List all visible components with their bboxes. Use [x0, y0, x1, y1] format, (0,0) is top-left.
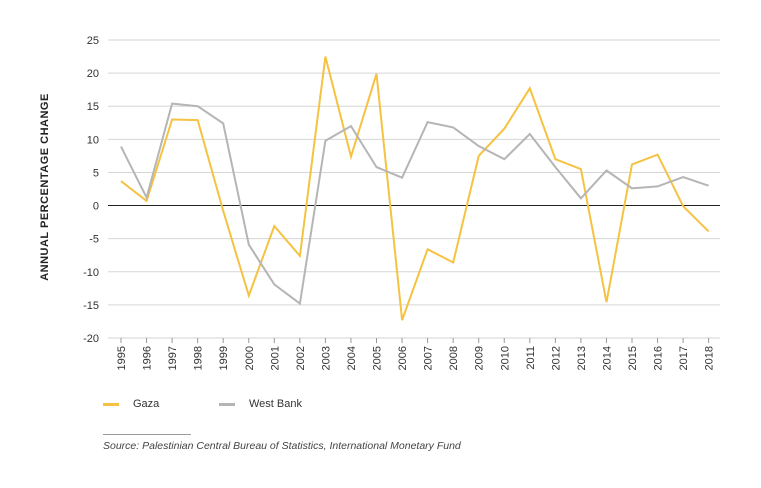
source-note: Source: Palestinian Central Bureau of St… — [103, 440, 461, 452]
x-axis-ticks: 1995 1996 1997 1998 1999 2000 2001 2002 2003 2004… — [116, 338, 716, 370]
y-axis-label: ANNUAL PERCENTAGE CHANGE — [39, 93, 51, 281]
legend-gaza: Gaza — [103, 398, 159, 410]
y-tick-label: 10 — [87, 134, 99, 146]
x-tick-label: 1998 — [193, 346, 205, 370]
x-tick-label: 2008 — [448, 346, 460, 370]
series-lines — [120, 56, 710, 321]
x-tick-label: 2013 — [576, 346, 588, 370]
x-tick-label: 1999 — [218, 346, 230, 370]
legend-label-west-bank: West Bank — [249, 398, 302, 410]
y-tick-label: 25 — [87, 35, 99, 47]
source-divider — [103, 434, 191, 435]
x-tick-label: 2002 — [295, 346, 307, 370]
legend-swatch-gaza — [103, 402, 119, 406]
legend-west-bank: West Bank — [219, 398, 302, 410]
x-tick-label: 2009 — [474, 346, 486, 370]
x-tick-label: 2006 — [397, 346, 409, 370]
x-tick-label: 2014 — [601, 346, 613, 370]
y-tick-label: -20 — [83, 333, 99, 345]
y-tick-label: 5 — [93, 167, 99, 179]
y-tick-label: -5 — [89, 234, 99, 246]
x-tick-label: 2004 — [346, 346, 358, 370]
x-tick-label: 2001 — [269, 346, 281, 370]
legend-label-gaza: Gaza — [133, 398, 160, 410]
x-tick-label: 2011 — [525, 346, 537, 370]
series-line-west-bank — [120, 102, 709, 306]
x-tick-label: 2015 — [627, 346, 639, 370]
y-tick-label: 20 — [87, 68, 99, 80]
x-tick-label: 2007 — [423, 346, 435, 370]
x-tick-label: 2018 — [704, 346, 716, 370]
y-tick-label: 0 — [93, 201, 99, 213]
x-tick-label: 2010 — [499, 346, 511, 370]
gridlines — [108, 39, 720, 339]
x-tick-label: 2003 — [320, 346, 332, 370]
y-tick-label: 15 — [87, 101, 99, 113]
x-tick-label: 2005 — [372, 346, 384, 370]
series-line-gaza — [120, 56, 710, 321]
x-tick-label: 2000 — [244, 346, 256, 370]
x-tick-label: 2016 — [653, 346, 665, 370]
x-tick-label: 1997 — [167, 346, 179, 370]
x-tick-label: 2012 — [550, 346, 562, 370]
y-tick-label: -15 — [83, 300, 99, 312]
y-tick-label: -10 — [83, 267, 99, 279]
x-tick-label: 1995 — [116, 346, 128, 370]
legend-swatch-west-bank — [219, 402, 235, 406]
x-tick-label: 2017 — [678, 346, 690, 370]
y-axis-ticks: 25 20 15 10 5 0 -5 -10 -15 -20 — [83, 35, 99, 345]
x-tick-label: 1996 — [142, 346, 154, 370]
